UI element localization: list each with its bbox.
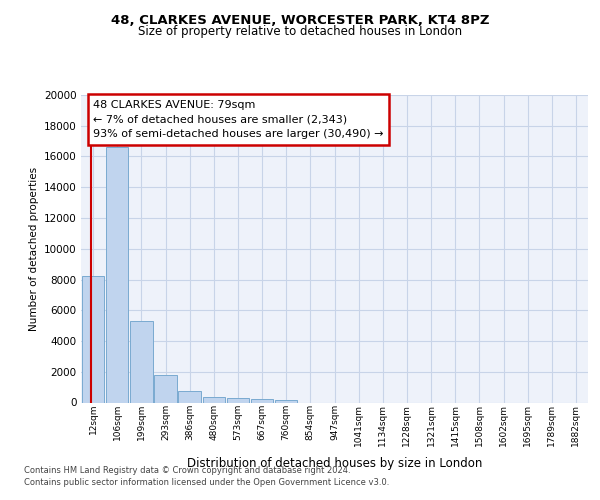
Text: Contains HM Land Registry data © Crown copyright and database right 2024.: Contains HM Land Registry data © Crown c…	[24, 466, 350, 475]
Text: 48, CLARKES AVENUE, WORCESTER PARK, KT4 8PZ: 48, CLARKES AVENUE, WORCESTER PARK, KT4 …	[111, 14, 489, 27]
Text: Contains public sector information licensed under the Open Government Licence v3: Contains public sector information licen…	[24, 478, 389, 487]
Text: Size of property relative to detached houses in London: Size of property relative to detached ho…	[138, 25, 462, 38]
Y-axis label: Number of detached properties: Number of detached properties	[29, 166, 38, 331]
Bar	[130, 321, 152, 402]
Bar	[82, 276, 104, 402]
Bar	[106, 148, 128, 402]
Bar	[275, 400, 298, 402]
Bar	[178, 391, 201, 402]
Text: 48 CLARKES AVENUE: 79sqm
← 7% of detached houses are smaller (2,343)
93% of semi: 48 CLARKES AVENUE: 79sqm ← 7% of detache…	[94, 100, 384, 139]
Bar	[154, 375, 177, 402]
Bar	[203, 397, 225, 402]
Bar	[251, 399, 273, 402]
Bar	[227, 398, 249, 402]
X-axis label: Distribution of detached houses by size in London: Distribution of detached houses by size …	[187, 457, 482, 470]
